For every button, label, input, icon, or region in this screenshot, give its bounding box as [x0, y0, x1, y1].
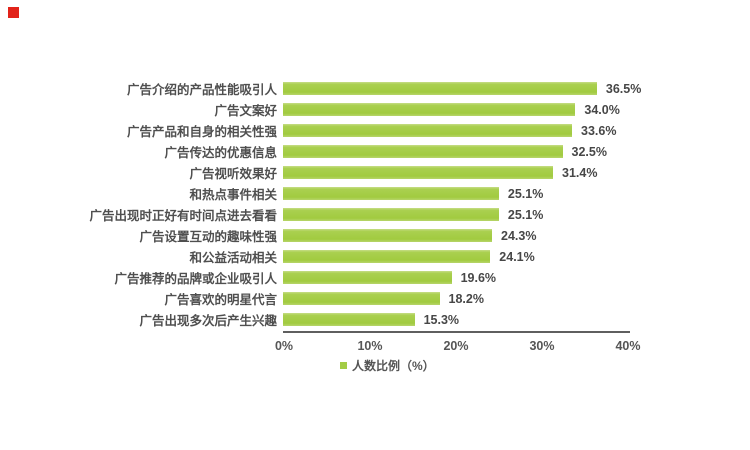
- value-label: 33.6%: [581, 123, 617, 138]
- category-label: 广告文案好: [214, 104, 277, 118]
- bar: [283, 250, 491, 263]
- x-tick-label: 40%: [615, 339, 641, 353]
- legend-swatch-icon: [340, 362, 347, 369]
- category-label: 广告推荐的品牌或企业吸引人: [114, 272, 277, 286]
- bar-row: 广告产品和自身的相关性强 33.6%: [0, 120, 750, 141]
- x-tick-label: 30%: [529, 339, 555, 353]
- bar: [283, 82, 597, 95]
- bar-row: 和热点事件相关 25.1%: [0, 183, 750, 204]
- value-label: 18.2%: [448, 291, 484, 306]
- bar: [283, 187, 499, 200]
- bar: [283, 103, 576, 116]
- value-label: 24.1%: [499, 249, 535, 264]
- bar: [283, 229, 492, 242]
- category-label: 广告出现多次后产生兴趣: [139, 314, 277, 328]
- bar-row: 广告介绍的产品性能吸引人 36.5%: [0, 78, 750, 99]
- value-label: 34.0%: [584, 102, 620, 117]
- value-label: 25.1%: [507, 186, 544, 201]
- red-square-marker: [8, 7, 19, 18]
- bar: [283, 166, 553, 179]
- bar-row: 广告视听效果好 31.4%: [0, 162, 750, 183]
- bar: [283, 208, 499, 221]
- category-label: 广告产品和自身的相关性强: [126, 125, 277, 139]
- x-tick-label: 0%: [274, 339, 294, 353]
- x-tick-label: 20%: [443, 339, 469, 353]
- x-tick-label: 10%: [357, 339, 383, 353]
- category-label: 和公益活动相关: [189, 251, 277, 265]
- value-label: 36.5%: [605, 81, 642, 96]
- bar-row: 广告传达的优惠信息 32.5%: [0, 141, 750, 162]
- bar-row: 广告喜欢的明星代言 18.2%: [0, 288, 750, 309]
- category-label: 广告传达的优惠信息: [164, 146, 277, 160]
- category-label: 广告喜欢的明星代言: [164, 293, 277, 307]
- bar-row: 和公益活动相关 24.1%: [0, 246, 750, 267]
- bar: [283, 292, 440, 305]
- value-label: 31.4%: [562, 165, 598, 180]
- bar: [283, 124, 572, 137]
- bar-rows: 广告介绍的产品性能吸引人 36.5% 广告文案好 34.0% 广告产品和自身的相关性强 3…: [0, 78, 750, 330]
- bar-row: 广告出现多次后产生兴趣 15.3%: [0, 309, 750, 330]
- bar: [283, 145, 563, 158]
- bar: [283, 271, 452, 284]
- bar-row: 广告推荐的品牌或企业吸引人 19.6%: [0, 267, 750, 288]
- category-label: 广告设置互动的趣味性强: [139, 230, 277, 244]
- value-label: 32.5%: [571, 144, 607, 159]
- bar-row: 广告设置互动的趣味性强 24.3%: [0, 225, 750, 246]
- legend-label: 人数比例（%）: [352, 359, 435, 373]
- x-axis-line: [283, 331, 630, 333]
- bar: [283, 313, 415, 326]
- bar-row: 广告出现时正好有时间点进去看看 25.1%: [0, 204, 750, 225]
- legend: 人数比例（%）: [340, 357, 435, 374]
- category-label: 和热点事件相关: [189, 188, 277, 202]
- value-label: 24.3%: [501, 228, 537, 243]
- value-label: 19.6%: [460, 270, 497, 285]
- value-label: 25.1%: [507, 207, 544, 222]
- category-label: 广告介绍的产品性能吸引人: [126, 83, 277, 97]
- value-label: 15.3%: [423, 312, 460, 327]
- bar-row: 广告文案好 34.0%: [0, 99, 750, 120]
- category-label: 广告出现时正好有时间点进去看看: [89, 209, 277, 223]
- category-label: 广告视听效果好: [189, 167, 277, 181]
- x-axis-ticks: 0% 10% 20% 30% 40%: [0, 339, 750, 355]
